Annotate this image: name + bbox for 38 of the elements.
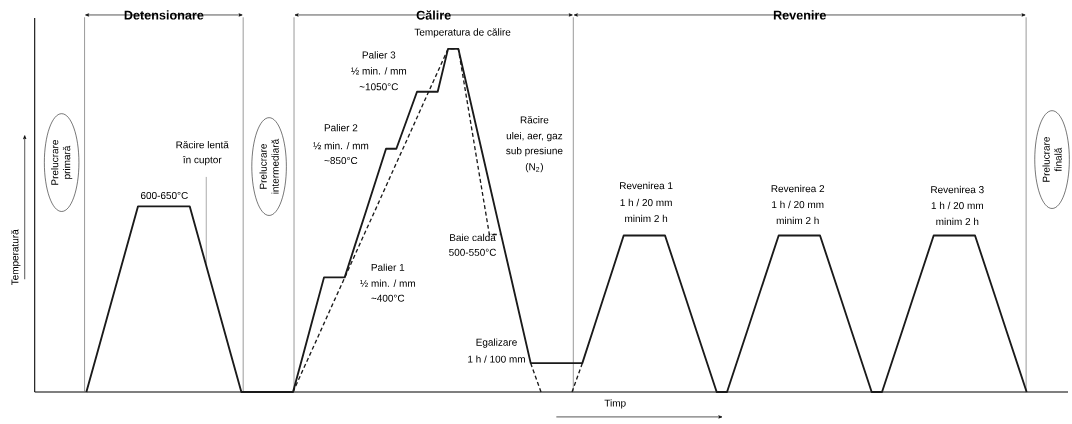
text: Temperatura de călire (414, 28, 511, 38)
annotation: Revenirea 3 (931, 185, 984, 194)
annotation: 1 h / 100 mm (468, 355, 525, 363)
annotation: Revenirea 1 (620, 181, 673, 190)
annotation: în cuptor (182, 155, 222, 166)
annotation: 1 h / 20 mm (772, 200, 824, 209)
annotation: minim 2 h (936, 217, 979, 226)
annotation: Revenirea 2 (771, 184, 825, 193)
annotation: 500-550°C (449, 248, 497, 256)
annotation: sub presiune (506, 147, 563, 157)
annotation: Răcire lentă (176, 140, 229, 149)
annotation: 1 h / 20 mm (620, 198, 672, 207)
annotation: Palier 2 (324, 124, 358, 132)
annotation: ~1050°C (359, 83, 399, 91)
text: Detensionare (124, 10, 204, 20)
annotation: Prelucrare finală (1042, 137, 1062, 182)
annotation: Palier 1 (371, 263, 405, 272)
annotation: (N$_{2}$) (525, 162, 543, 173)
text: Călire (416, 10, 451, 20)
annotation: Răcire (520, 116, 549, 124)
annotation: ½ min. / mm (313, 142, 369, 150)
annotation: Egalizare (476, 338, 517, 348)
text: Revenire (773, 10, 826, 20)
annotation: Baie caldă (450, 233, 496, 242)
annotation: 1 h / 20 mm (931, 201, 983, 210)
x-axis-title: Timp (604, 399, 626, 409)
annotation: ulei, aer, gaz (506, 132, 563, 142)
annotation: Prelucrare primară (51, 140, 73, 185)
annotation: ~400°C (371, 294, 405, 302)
annotation: 600-650°C (140, 192, 188, 200)
annotation: Palier 3 (362, 51, 396, 59)
y-axis-title: Temperatură (11, 229, 21, 286)
annotation: Prelucrare intermediară (259, 138, 279, 194)
annotation: minim 2 h (625, 214, 668, 223)
annotation: ½ min. / mm (360, 279, 416, 287)
annotation: ½ min. / mm (351, 67, 407, 75)
annotation: ~850°C (324, 157, 358, 165)
annotation: minim 2 h (776, 216, 819, 225)
